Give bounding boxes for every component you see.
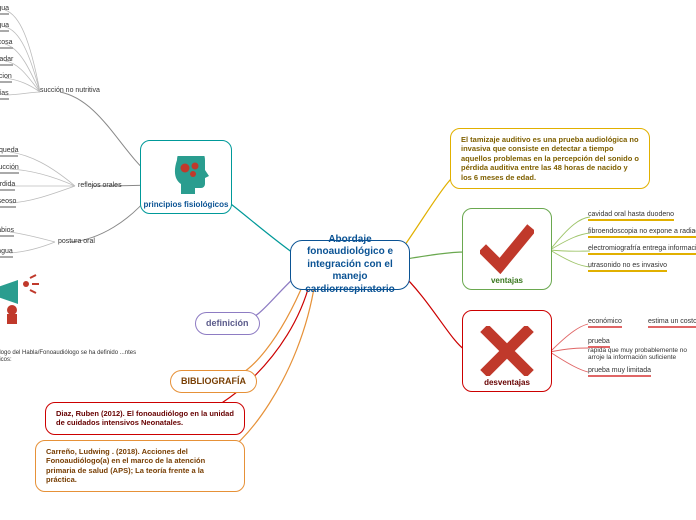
- tamizaje-node[interactable]: El tamizaje auditivo es una prueba audio…: [450, 128, 650, 189]
- desv-leaf-2a: prueba muy limitada: [588, 367, 651, 379]
- vent-leaf-2: electromiografría entrega informacion: [588, 245, 696, 257]
- check-icon: [480, 224, 534, 274]
- desventajas-node[interactable]: desventajas: [462, 310, 552, 392]
- principios-node[interactable]: principios fisiológicos: [140, 140, 232, 214]
- definicion-label: definición: [206, 318, 249, 329]
- announce-icon-box: [0, 270, 50, 325]
- center-topic-label: Abordaje fonoaudiológico e integración c…: [303, 234, 397, 297]
- desv-leaf-0a: económico: [588, 318, 622, 330]
- succ-leaf-5: encías: [0, 90, 9, 102]
- desv-leaf-0b: estima un costo: [648, 318, 696, 330]
- postura-label: postura oral: [58, 238, 95, 245]
- ventajas-node[interactable]: ventajas: [462, 208, 552, 290]
- succ-leaf-2: mucosa: [0, 39, 13, 51]
- principios-label: principios fisiológicos: [141, 200, 231, 209]
- ref-leaf-0: de búsqueda: [0, 147, 18, 159]
- cross-icon: [480, 326, 534, 376]
- post-leaf-1: de lengua: [0, 248, 13, 260]
- definicion-node[interactable]: definición: [195, 312, 260, 335]
- succ-leaf-4: succion: [0, 73, 12, 85]
- ref-leaf-3: nauseoso: [0, 198, 16, 210]
- center-topic[interactable]: Abordaje fonoaudiológico e integración c…: [290, 240, 410, 290]
- succ-leaf-0: lengua: [0, 5, 9, 17]
- bibliografia-label: BIBLIOGRAFÍA: [181, 376, 246, 387]
- vent-leaf-0: cavidad oral hasta duodeno: [588, 211, 674, 223]
- succion-label: succión no nutritiva: [40, 87, 100, 94]
- desventajas-label: desventajas: [463, 378, 551, 387]
- succ-leaf-1: lengua: [0, 22, 9, 34]
- desv-leaf-1b: rapida que muy probablemente no arroje l…: [588, 347, 696, 361]
- ref1-node[interactable]: Diaz, Ruben (2012). El fonoaudiólogo en …: [45, 402, 245, 435]
- succ-leaf-3: paladar: [0, 56, 13, 68]
- announce-icon: [0, 270, 50, 325]
- ref-leaf-2: mordida: [0, 181, 15, 193]
- ref-leaf-1: succión: [0, 164, 19, 176]
- definicion-footnote: El Patólogo del Habla/Fonoaudiólogo se h…: [0, 350, 140, 364]
- ref2-text: Carreño, Ludwing . (2018). Acciones del …: [46, 447, 234, 485]
- bibliografia-node[interactable]: BIBLIOGRAFÍA: [170, 370, 257, 393]
- post-leaf-0: de labios: [0, 227, 14, 239]
- vent-leaf-3: utrasonido no es invasivo: [588, 262, 667, 274]
- vent-leaf-1: fibroendoscopia no expone a radiacion: [588, 228, 696, 240]
- ref1-text: Diaz, Ruben (2012). El fonoaudiólogo en …: [56, 409, 234, 428]
- reflejos-label: reflejos orales: [78, 182, 122, 189]
- ref2-node[interactable]: Carreño, Ludwing . (2018). Acciones del …: [35, 440, 245, 492]
- ventajas-label: ventajas: [463, 276, 551, 285]
- head-gears-icon: [161, 156, 211, 198]
- tamizaje-text: El tamizaje auditivo es una prueba audio…: [461, 135, 639, 182]
